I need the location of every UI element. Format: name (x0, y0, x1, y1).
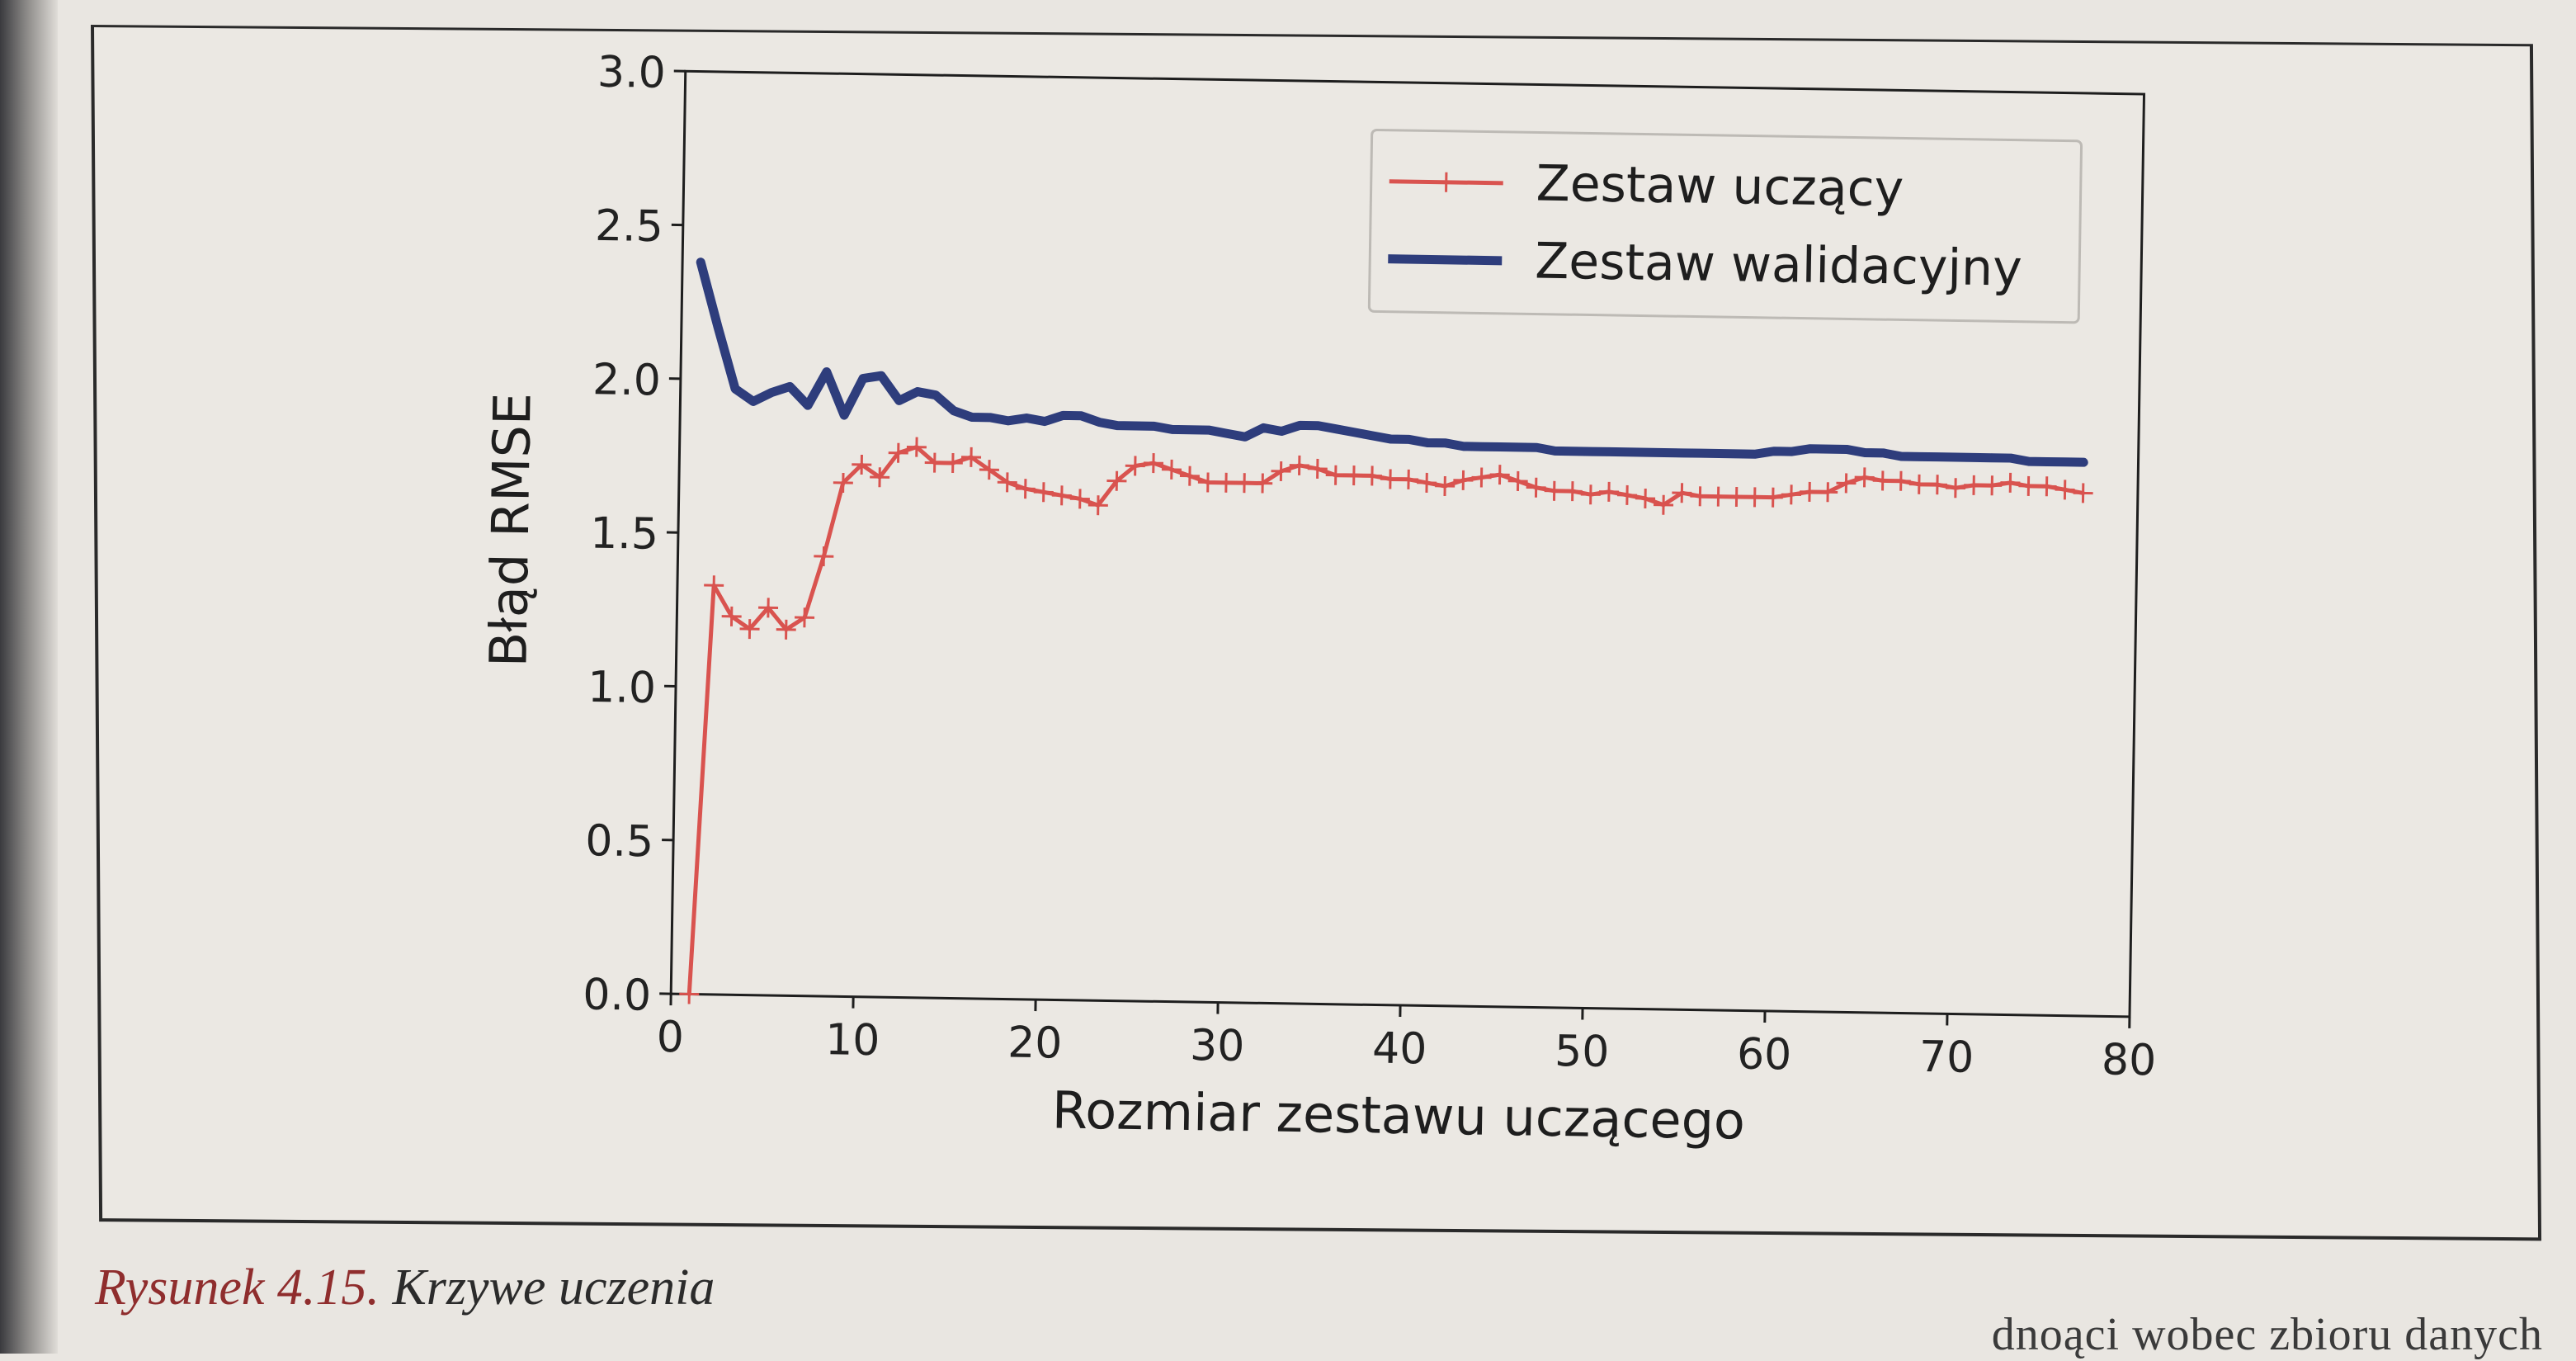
training-point-marker (1545, 481, 1564, 501)
training-point-marker (1216, 473, 1236, 493)
x-tick-label: 60 (1737, 1029, 1792, 1080)
training-point-marker (1034, 482, 1054, 502)
training-point-marker (1563, 481, 1583, 501)
x-tick-label: 80 (2102, 1035, 2157, 1085)
training-point-marker (2036, 476, 2056, 496)
legend-swatch (1388, 259, 1502, 261)
training-point-marker (1726, 487, 1746, 507)
y-tick-label: 2.0 (592, 355, 662, 405)
x-tick-label: 50 (1555, 1027, 1610, 1077)
partial-body-text: dnoąci wobec zbioru danych (1992, 1308, 2543, 1361)
training-point-marker (1690, 486, 1710, 506)
y-tick-label: 0.0 (583, 970, 652, 1020)
training-point-marker (1326, 465, 1346, 485)
legend-label: Zestaw walidacyjny (1535, 232, 2022, 297)
training-point-marker (679, 984, 699, 1004)
training-series-line (689, 443, 2083, 1015)
training-point-marker (1873, 470, 1893, 490)
training-point-marker (1070, 489, 1090, 508)
caption-figure-number: Rysunek 4.15. (95, 1259, 380, 1316)
training-point-marker (1308, 459, 1328, 479)
training-point-marker (1964, 475, 1984, 495)
training-point-marker (2073, 483, 2092, 503)
training-point-marker (1763, 488, 1783, 508)
training-point-marker (2055, 480, 2074, 499)
training-point-marker (1507, 471, 1527, 491)
x-tick-label: 10 (825, 1015, 880, 1066)
x-tick-label: 70 (1919, 1033, 1974, 1083)
training-point-marker (1362, 465, 1382, 485)
x-tick-label: 20 (1007, 1018, 1063, 1069)
y-tick-label: 3.0 (597, 48, 667, 98)
y-tick-label: 0.5 (585, 816, 654, 867)
training-point-marker (1781, 484, 1801, 504)
training-point-marker (1891, 471, 1911, 491)
x-tick-label: 0 (656, 1013, 684, 1063)
training-point-marker (1016, 479, 1036, 499)
training-point-marker (2018, 476, 2038, 496)
y-tick-label: 1.5 (590, 509, 659, 560)
training-point-marker (1471, 467, 1491, 487)
training-point-marker (1453, 470, 1473, 490)
training-point-marker (1635, 489, 1655, 508)
training-point-marker (1672, 483, 1691, 503)
training-point-marker (704, 575, 724, 595)
training-point-marker (1052, 485, 1072, 505)
x-tick-label: 30 (1190, 1021, 1245, 1071)
y-tick-label: 2.5 (595, 201, 664, 252)
y-axis-label: Błąd RMSE (478, 392, 542, 667)
x-axis-label: Rozmiar zestawu uczącego (1051, 1080, 1745, 1151)
training-point-marker (795, 607, 814, 627)
training-point-marker (1946, 478, 1965, 498)
training-point-marker (1234, 473, 1254, 493)
caption-figure-title: Krzywe uczenia (392, 1259, 715, 1316)
training-point-marker (1344, 465, 1364, 485)
training-point-marker (1526, 478, 1545, 498)
training-point-marker (1417, 473, 1437, 493)
training-point-marker (1599, 482, 1619, 502)
training-point-marker (1162, 460, 1182, 480)
training-point-marker (1144, 453, 1163, 473)
training-point-marker (943, 453, 963, 473)
training-point-marker (1380, 469, 1400, 489)
training-point-marker (1836, 473, 1856, 493)
training-point-marker (1800, 482, 1819, 502)
training-point-marker (1435, 476, 1455, 496)
training-point-marker (1617, 485, 1637, 505)
training-point-marker (814, 546, 833, 566)
training-point-marker (1927, 475, 1947, 494)
y-tick-label: 1.0 (587, 663, 657, 713)
figure-caption: Rysunek 4.15. Krzywe uczenia (95, 1259, 715, 1317)
training-point-marker (1855, 467, 1875, 487)
training-point-marker (2000, 473, 2020, 493)
training-point-marker (1180, 465, 1200, 485)
training-point-marker (1490, 465, 1510, 484)
training-point-marker (1818, 482, 1838, 502)
training-point-marker (1982, 475, 2002, 495)
training-point-marker (1198, 472, 1218, 492)
training-point-marker (1290, 456, 1309, 475)
training-point-marker (1581, 484, 1601, 504)
training-point-marker (1745, 487, 1765, 507)
training-point-marker (1399, 470, 1418, 489)
training-point-marker (1708, 486, 1728, 506)
x-tick-label: 40 (1372, 1024, 1427, 1075)
legend-label: Zestaw uczący (1536, 154, 1904, 218)
training-point-marker (1909, 475, 1929, 494)
